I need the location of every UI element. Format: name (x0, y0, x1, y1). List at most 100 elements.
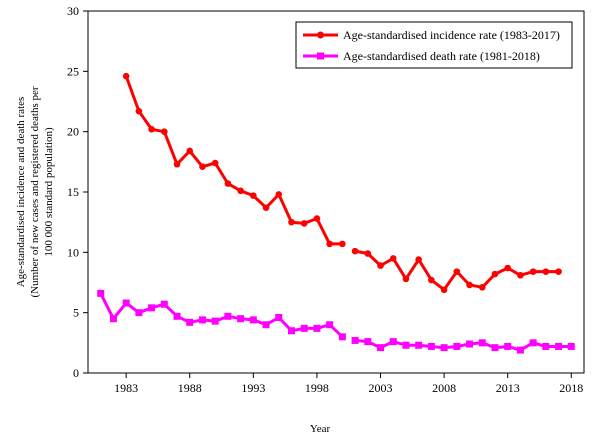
data-point-incidence (211, 159, 219, 167)
x-tick-label: 2008 (432, 381, 456, 395)
x-tick-label: 1988 (178, 381, 202, 395)
data-point-death (237, 315, 245, 323)
legend-entry-death: Age-standardised death rate (1981-2018) (303, 49, 540, 63)
data-point-incidence (326, 240, 333, 248)
data-point-death (491, 344, 499, 352)
data-point-incidence (250, 192, 257, 199)
data-point-incidence (440, 286, 448, 294)
series-layer (97, 72, 575, 354)
data-point-death (173, 312, 181, 320)
data-point-death (198, 316, 206, 324)
data-point-death (148, 304, 156, 312)
data-point-incidence (148, 125, 155, 133)
legend-entry-incidence: Age-standardised incidence rate (1983-20… (303, 28, 560, 42)
data-point-incidence (466, 281, 473, 289)
data-point-incidence (478, 284, 486, 291)
data-point-incidence (377, 262, 384, 269)
data-point-death (402, 341, 410, 349)
data-point-death (542, 342, 550, 350)
legend-swatch-death-marker (317, 52, 324, 60)
data-point-death (478, 339, 486, 347)
data-point-incidence (262, 204, 270, 211)
data-point-incidence (453, 268, 461, 275)
data-point-death (135, 309, 143, 317)
x-tick-label: 1983 (114, 381, 138, 395)
data-point-death (427, 342, 435, 350)
data-point-death (466, 340, 474, 348)
x-tick-label: 2003 (369, 381, 393, 395)
data-point-incidence (199, 163, 206, 170)
data-point-death (287, 327, 295, 335)
data-point-death (313, 324, 321, 332)
data-point-incidence (288, 218, 295, 226)
data-point-death (275, 313, 283, 321)
data-point-death (377, 344, 385, 352)
data-point-death (122, 299, 130, 307)
data-point-death (211, 317, 219, 325)
data-point-incidence (529, 268, 537, 275)
data-point-incidence (135, 107, 143, 115)
series-line-incidence (124, 75, 343, 246)
data-point-incidence (186, 147, 194, 155)
y-tick-label: 30 (67, 4, 79, 18)
data-point-death (567, 342, 575, 350)
data-point-death (453, 342, 461, 350)
data-point-death (160, 300, 168, 308)
y-tick-label: 0 (73, 366, 79, 380)
y-tick-label: 5 (73, 306, 79, 320)
data-point-incidence (428, 276, 435, 284)
data-point-incidence (555, 268, 562, 275)
data-point-death (109, 315, 117, 323)
data-point-incidence (275, 191, 283, 198)
x-tick-label: 2018 (559, 381, 583, 395)
data-point-incidence (389, 255, 397, 262)
y-tick-label: 25 (67, 64, 79, 78)
x-tick-label: 1998 (305, 381, 329, 395)
data-point-incidence (542, 268, 550, 275)
data-point-incidence (402, 275, 410, 283)
x-tick-label: 2013 (496, 381, 520, 395)
data-point-incidence (491, 270, 499, 278)
data-point-death (351, 336, 359, 344)
data-point-incidence (173, 160, 181, 168)
data-point-death (389, 338, 397, 346)
data-point-incidence (300, 220, 308, 227)
y-tick-label: 20 (67, 125, 79, 139)
data-point-death (415, 341, 423, 349)
data-point-death (529, 339, 537, 347)
legend: Age-standardised incidence rate (1983-20… (295, 21, 573, 69)
data-point-incidence (237, 187, 244, 195)
data-point-incidence (339, 240, 346, 248)
data-point-incidence (224, 180, 232, 187)
y-axis-title: Age-standardised incidence and death rat… (15, 86, 55, 297)
data-point-death (516, 346, 524, 354)
y-tick-label: 10 (67, 245, 79, 259)
data-point-incidence (364, 250, 372, 257)
data-point-death (440, 344, 448, 352)
data-point-death (338, 333, 346, 341)
y-axis-title-line-2: (Number of new cases and registered deat… (29, 86, 41, 297)
data-point-incidence (161, 128, 168, 135)
data-point-incidence (517, 271, 524, 279)
data-point-death (555, 342, 563, 350)
data-point-death (97, 289, 105, 297)
data-point-death (224, 312, 232, 320)
data-point-death (186, 318, 194, 326)
y-axis-title-line-1: Age-standardised incidence and death rat… (15, 97, 27, 288)
y-tick-label: 15 (67, 185, 79, 199)
data-point-death (300, 324, 308, 332)
data-point-death (326, 321, 334, 329)
legend-box (295, 21, 573, 69)
legend-swatch-incidence-marker (317, 31, 324, 39)
ticks-layer: 0 5 10 15 20 25 30 1983 1988 1993 1998 2003 2008 2013… (67, 4, 583, 395)
data-point-death (249, 316, 257, 324)
x-axis-title: Year (310, 423, 331, 435)
y-axis-title-line-3: 100 000 standard population) (43, 127, 55, 257)
legend-label-death: Age-standardised death rate (1981-2018) (343, 49, 540, 63)
data-point-incidence (351, 247, 359, 255)
x-tick-label: 1993 (241, 381, 265, 395)
data-point-incidence (504, 264, 511, 272)
data-point-death (262, 321, 270, 329)
series-line-death (354, 338, 572, 352)
